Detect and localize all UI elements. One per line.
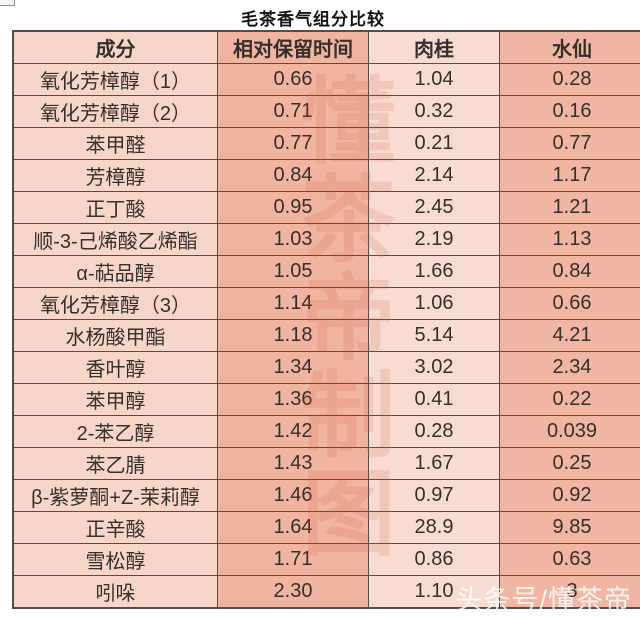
table-row: 氧化芳樟醇（2） 0.71 0.32 0.16 [12,95,640,128]
value-cell: 0.84 [217,159,369,192]
component-cell: 香叶醇 [12,351,218,384]
value-cell: 1.36 [217,383,369,416]
value-cell: 1.71 [217,543,369,576]
value-cell: 0.97 [368,479,500,512]
table-row: 吲哚 2.30 1.10 3 [12,575,640,609]
value-cell: 1.14 [217,287,369,320]
value-cell: 1.34 [217,351,369,384]
table-row: 正丁酸 0.95 2.45 1.21 [12,191,640,224]
component-cell: 氧化芳樟醇（1） [12,63,218,96]
value-cell: 0.28 [368,415,500,448]
value-cell: 0.41 [368,383,500,416]
value-cell: 0.86 [368,543,500,576]
column-header: 成分 [12,30,218,64]
value-cell: 2.14 [368,159,500,192]
component-cell: 氧化芳樟醇（3） [12,287,218,320]
value-cell: 0.28 [499,63,640,96]
value-cell: 1.10 [368,575,500,609]
value-cell: 1.13 [499,223,640,256]
value-cell: 1.17 [499,159,640,192]
value-cell: 0.63 [499,543,640,576]
table-row: 芳樟醇 0.84 2.14 1.17 [12,159,640,192]
component-cell: β-紫萝酮+Z-茉莉醇 [12,479,218,512]
value-cell: 1.21 [499,191,640,224]
value-cell: 0.77 [499,127,640,160]
value-cell: 3.02 [368,351,500,384]
value-cell: 1.03 [217,223,369,256]
value-cell: 0.66 [217,63,369,96]
value-cell: 1.18 [217,319,369,352]
value-cell: 2.19 [368,223,500,256]
value-cell: 2.30 [217,575,369,609]
table-row: 雪松醇 1.71 0.86 0.63 [12,543,640,576]
corner-artifact [0,0,15,6]
header-row: 成分 相对保留时间 肉桂 水仙 [12,30,640,64]
value-cell: 0.71 [217,95,369,128]
component-cell: 氧化芳樟醇（2） [12,95,218,128]
value-cell: 1.64 [217,511,369,544]
component-cell: 正丁酸 [12,191,218,224]
value-cell: 0.66 [499,287,640,320]
table-row: α-萜品醇 1.05 1.66 0.84 [12,255,640,288]
component-cell: 雪松醇 [12,543,218,576]
component-cell: 苯乙腈 [12,447,218,480]
value-cell: 1.46 [217,479,369,512]
value-cell: 1.67 [368,447,500,480]
value-cell: 1.42 [217,415,369,448]
value-cell: 0.16 [499,95,640,128]
value-cell: 1.66 [368,255,500,288]
table-row: 正辛酸 1.64 28.9 9.85 [12,511,640,544]
column-header: 水仙 [499,30,640,64]
value-cell: 1.43 [217,447,369,480]
table-row: 苯甲醇 1.36 0.41 0.22 [12,383,640,416]
value-cell: 0.32 [368,95,500,128]
table-row: 苯甲醛 0.77 0.21 0.77 [12,127,640,160]
table-row: β-紫萝酮+Z-茉莉醇 1.46 0.97 0.92 [12,479,640,512]
table-row: 2-苯乙醇 1.42 0.28 0.039 [12,415,640,448]
value-cell: 0.92 [499,479,640,512]
value-cell: 0.95 [217,191,369,224]
table-row: 香叶醇 1.34 3.02 2.34 [12,351,640,384]
value-cell: 0.25 [499,447,640,480]
table-body: 氧化芳樟醇（1） 0.66 1.04 0.28 氧化芳樟醇（2） 0.71 0.32 0.16… [12,63,640,609]
component-cell: 苯甲醇 [12,383,218,416]
component-cell: 2-苯乙醇 [12,415,218,448]
value-cell: 1.05 [217,255,369,288]
aroma-comparison-table: 成分 相对保留时间 肉桂 水仙 氧化芳樟醇（1） 0.66 1.04 0.28 氧化芳樟醇（2… [12,30,640,609]
table-row: 氧化芳樟醇（3） 1.14 1.06 0.66 [12,287,640,320]
value-cell: 5.14 [368,319,500,352]
value-cell: 1.04 [368,63,500,96]
table-row: 水杨酸甲酯 1.18 5.14 4.21 [12,319,640,352]
value-cell: 28.9 [368,511,500,544]
table-header: 成分 相对保留时间 肉桂 水仙 [12,30,640,64]
component-cell: 吲哚 [12,575,218,609]
value-cell: 9.85 [499,511,640,544]
value-cell: 0.21 [368,127,500,160]
value-cell: 2.34 [499,351,640,384]
component-cell: α-萜品醇 [12,255,218,288]
table-title: 毛茶香气组分比较 [241,10,385,29]
value-cell: 3 [499,575,640,609]
value-cell: 0.84 [499,255,640,288]
column-header: 肉桂 [368,30,500,64]
component-cell: 正辛酸 [12,511,218,544]
table-row: 顺-3-己烯酸乙烯酯 1.03 2.19 1.13 [12,223,640,256]
value-cell: 0.77 [217,127,369,160]
value-cell: 1.06 [368,287,500,320]
component-cell: 顺-3-己烯酸乙烯酯 [12,223,218,256]
table-row: 氧化芳樟醇（1） 0.66 1.04 0.28 [12,63,640,96]
component-cell: 苯甲醛 [12,127,218,160]
component-cell: 芳樟醇 [12,159,218,192]
column-header: 相对保留时间 [217,30,369,64]
component-cell: 水杨酸甲酯 [12,319,218,352]
value-cell: 0.22 [499,383,640,416]
value-cell: 0.039 [499,415,640,448]
table-row: 苯乙腈 1.43 1.67 0.25 [12,447,640,480]
value-cell: 2.45 [368,191,500,224]
value-cell: 4.21 [499,319,640,352]
